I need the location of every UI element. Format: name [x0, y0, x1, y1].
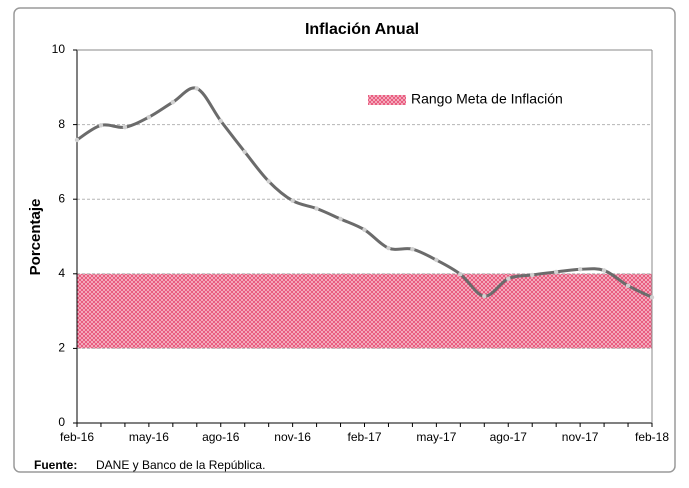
- source-label: Fuente:: [34, 458, 77, 472]
- x-tick-label: feb-18: [635, 430, 669, 444]
- point: [553, 269, 559, 275]
- point: [458, 271, 463, 277]
- point: [290, 198, 295, 203]
- x-tick-label: may-17: [416, 430, 456, 444]
- y-tick-label: 2: [58, 341, 65, 355]
- point: [266, 179, 271, 184]
- point: [98, 123, 104, 128]
- y-tick-label: 0: [58, 415, 65, 429]
- frame: [13, 7, 676, 473]
- source-text: DANE y Banco de la República.: [96, 458, 265, 472]
- point: [242, 149, 247, 155]
- x-tick-label: nov-17: [562, 430, 599, 444]
- y-tick-label: 10: [52, 42, 66, 56]
- point: [218, 118, 223, 124]
- x-tick-label: ago-17: [490, 430, 528, 444]
- point: [482, 293, 487, 299]
- y-tick-label: 4: [58, 266, 65, 280]
- point: [362, 227, 367, 232]
- legend-swatch: [368, 95, 406, 105]
- y-axis-label: Porcentaje: [27, 199, 44, 276]
- point: [146, 114, 152, 120]
- x-tick-label: feb-17: [347, 430, 381, 444]
- point: [410, 246, 415, 252]
- point: [194, 86, 199, 91]
- point: [338, 216, 343, 222]
- legend-label: Rango Meta de Inflación: [411, 91, 563, 107]
- point: [170, 100, 176, 105]
- point: [625, 283, 631, 288]
- x-tick-label: may-16: [129, 430, 169, 444]
- point: [122, 125, 128, 130]
- chart-title: Inflación Anual: [305, 21, 419, 38]
- point: [601, 268, 607, 273]
- y-tick-label: 6: [58, 191, 65, 205]
- point: [577, 267, 583, 272]
- point: [386, 245, 391, 251]
- point: [314, 206, 319, 211]
- target-band: [77, 273, 652, 349]
- x-tick-label: ago-16: [202, 430, 240, 444]
- point: [649, 295, 655, 300]
- x-tick-label: nov-16: [274, 430, 311, 444]
- x-tick-label: feb-16: [60, 430, 94, 444]
- point: [74, 137, 80, 143]
- point: [530, 272, 535, 278]
- point: [434, 257, 439, 263]
- y-tick-label: 8: [58, 117, 65, 131]
- point: [506, 276, 511, 281]
